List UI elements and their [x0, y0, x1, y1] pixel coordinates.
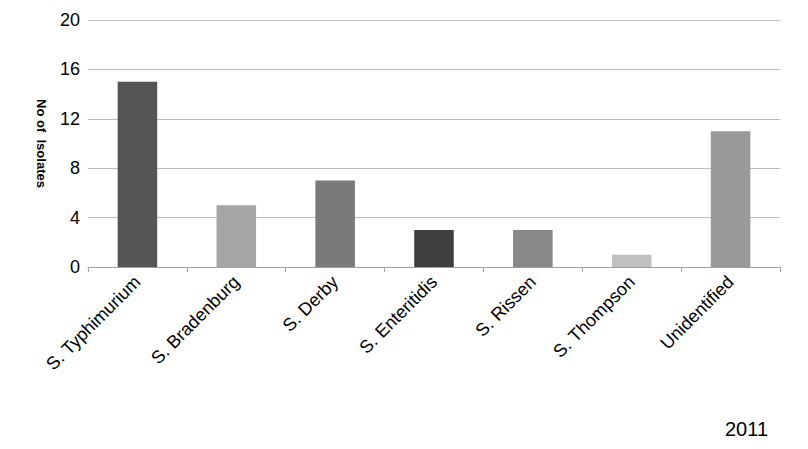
svg-text:20: 20 [60, 10, 80, 30]
svg-text:S. Derby: S. Derby [279, 272, 343, 336]
svg-text:Unidentified: Unidentified [656, 272, 737, 353]
svg-text:8: 8 [70, 158, 80, 178]
svg-text:S. Bradenburg: S. Bradenburg [147, 272, 243, 368]
svg-text:S. Typhimurium: S. Typhimurium [42, 272, 144, 374]
svg-text:4: 4 [70, 208, 80, 228]
svg-text:No of Isolates: No of Isolates [34, 99, 49, 188]
svg-text:16: 16 [60, 59, 80, 79]
svg-text:S. Enteritidis: S. Enteritidis [356, 272, 442, 358]
svg-text:S. Thompson: S. Thompson [549, 272, 639, 362]
svg-text:2011: 2011 [725, 418, 768, 440]
svg-text:S. Rissen: S. Rissen [471, 272, 540, 341]
svg-text:12: 12 [60, 109, 80, 129]
svg-text:0: 0 [70, 257, 80, 277]
